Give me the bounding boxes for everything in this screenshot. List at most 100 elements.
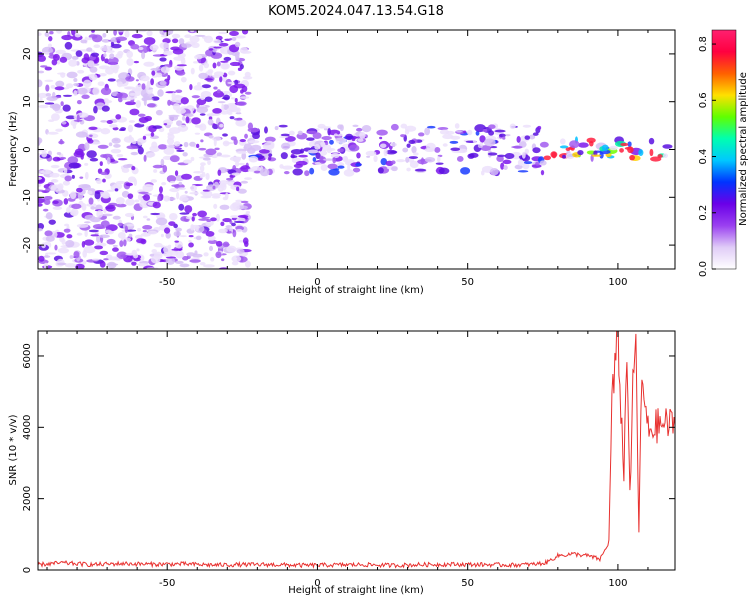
heatmap-cell — [83, 239, 95, 246]
heatmap-cell — [233, 220, 245, 224]
heatmap-cell — [61, 121, 67, 125]
heatmap-cell — [146, 103, 156, 108]
heatmap-cell — [63, 228, 71, 233]
heatmap-cell — [202, 264, 215, 268]
heatmap-cell — [86, 150, 97, 159]
heatmap-cell — [211, 193, 222, 198]
heatmap-cell — [220, 47, 225, 54]
heatmap-cell — [169, 188, 180, 193]
heatmap-cell — [559, 145, 569, 149]
heatmap-cell — [124, 30, 130, 38]
heatmap-cell — [437, 127, 449, 131]
colorbar-gradient — [711, 29, 737, 270]
heatmap-cell — [89, 66, 98, 73]
heatmap-cell — [176, 70, 186, 76]
heatmap-cell — [107, 78, 116, 82]
heatmap-cell — [41, 150, 48, 158]
heatmap-cell — [539, 160, 547, 166]
heatmap-cell — [133, 178, 138, 187]
heatmap-cell — [165, 232, 171, 239]
heatmap-cell — [131, 261, 137, 266]
heatmap-cell — [299, 148, 305, 154]
heatmap-cell — [400, 134, 406, 138]
heatmap-cell — [172, 48, 184, 55]
heatmap-cell — [329, 139, 334, 145]
heatmap-cell — [76, 99, 82, 105]
heatmap-cell — [193, 171, 204, 174]
heatmap-cell — [334, 133, 338, 137]
heatmap-cell — [426, 125, 436, 129]
heatmap-cell — [103, 192, 111, 199]
heatmap-cell — [57, 72, 66, 75]
heatmap-cell — [55, 49, 66, 55]
heatmap-cell — [171, 248, 183, 251]
heatmap-cell — [445, 130, 455, 135]
heatmap-cell — [327, 163, 338, 170]
heatmap-cell — [183, 141, 189, 148]
heatmap-cell — [163, 147, 175, 155]
heatmap-cell — [179, 235, 187, 238]
heatmap-cell — [171, 38, 179, 44]
heatmap-cell — [87, 60, 95, 68]
heatmap-cell — [76, 232, 83, 236]
heatmap-cell — [176, 149, 185, 153]
heatmap-cell — [524, 135, 531, 140]
heatmap-cell — [123, 239, 127, 247]
heatmap-cell — [38, 189, 45, 192]
heatmap-cell — [298, 154, 309, 158]
heatmap-cell — [188, 239, 192, 243]
heatmap-cell — [228, 93, 232, 97]
heatmap-cell — [559, 138, 566, 145]
heatmap-cell — [208, 48, 214, 51]
heatmap-cell — [46, 131, 59, 135]
heatmap-cell — [487, 152, 498, 156]
heatmap-cell — [76, 187, 83, 193]
colorbar-tick-label: 0.0 — [698, 261, 709, 277]
heatmap-cell — [220, 221, 225, 227]
heatmap-cell — [150, 255, 161, 264]
heatmap-cell — [73, 90, 78, 96]
heatmap-cell — [220, 60, 229, 63]
heatmap-cell — [198, 64, 204, 72]
heatmap-cell — [121, 97, 127, 101]
heatmap-cell — [81, 94, 90, 100]
heatmap-cell — [115, 203, 127, 208]
heatmap-cell — [279, 136, 289, 139]
heatmap-cell — [98, 234, 110, 239]
heatmap-cell — [312, 156, 317, 163]
heatmap-cell — [357, 138, 364, 142]
heatmap-cell — [57, 247, 70, 254]
heatmap-cell — [112, 126, 119, 131]
heatmap-cell — [87, 138, 94, 144]
heatmap-cell — [414, 168, 427, 172]
heatmap-cell — [108, 142, 113, 147]
heatmap-cell — [212, 62, 217, 69]
heatmap-cell — [456, 156, 464, 162]
heatmap-cell — [168, 212, 178, 221]
heatmap-cell — [161, 182, 167, 186]
heatmap-cell — [216, 152, 222, 157]
heatmap-cell — [535, 161, 540, 166]
heatmap-cell — [180, 76, 187, 83]
heatmap-cell — [104, 101, 109, 107]
heatmap-cell — [379, 143, 387, 148]
heatmap-cell — [337, 148, 344, 153]
heatmap-cell — [307, 149, 319, 154]
heatmap-cell — [114, 188, 119, 192]
heatmap-cell — [124, 212, 135, 218]
heatmap-cell — [205, 231, 215, 237]
heatmap-cell — [38, 79, 43, 88]
heatmap-cell — [222, 218, 232, 223]
heatmap-cell — [239, 47, 249, 54]
heatmap-cell — [105, 206, 115, 210]
heatmap-cell — [137, 146, 144, 155]
heatmap-cell — [232, 164, 237, 171]
y-tick-label: 0 — [22, 567, 33, 573]
heatmap-cell — [234, 52, 240, 59]
heatmap-cell — [39, 97, 43, 103]
heatmap-cell — [648, 137, 655, 145]
heatmap-cell — [629, 154, 636, 161]
heatmap-cell — [142, 194, 151, 201]
heatmap-cell — [145, 84, 150, 91]
